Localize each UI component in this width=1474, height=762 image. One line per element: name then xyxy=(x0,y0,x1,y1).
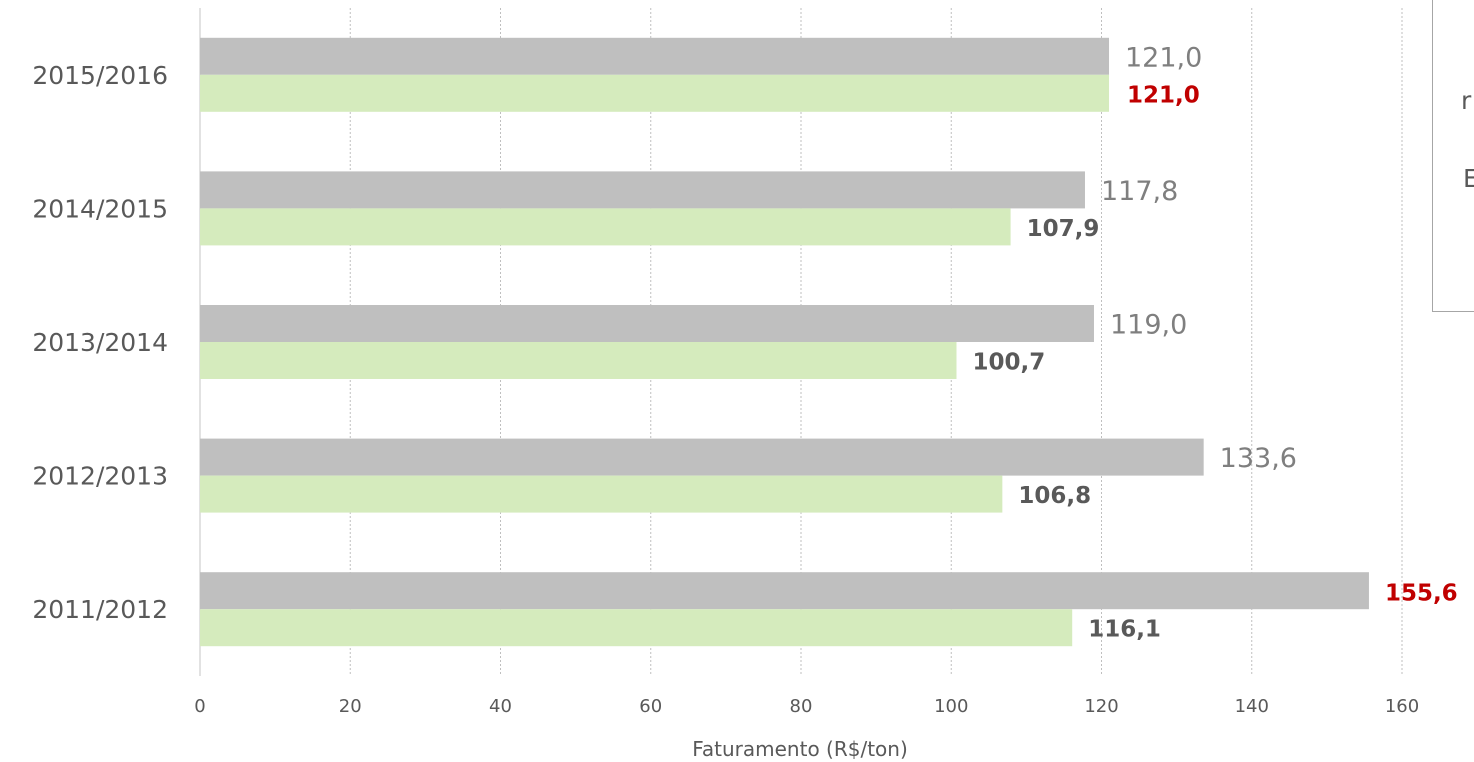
value-label-grey-2015/2016: 121,0 xyxy=(1125,42,1202,73)
legend-box xyxy=(1432,0,1474,312)
value-label-green-2014/2015: 107,9 xyxy=(1027,216,1100,242)
x-tick-label-60: 60 xyxy=(639,696,662,717)
category-label-2012/2013: 2012/2013 xyxy=(32,462,168,491)
category-label-2011/2012: 2011/2012 xyxy=(32,595,168,624)
value-label-grey-2012/2013: 133,6 xyxy=(1220,443,1297,474)
bars xyxy=(200,37,1369,647)
value-label-green-2011/2012: 116,1 xyxy=(1088,617,1161,643)
bar-grey-2011/2012 xyxy=(200,572,1369,610)
value-label-grey-2011/2012: 155,6 xyxy=(1385,581,1458,607)
value-label-grey-2014/2015: 117,8 xyxy=(1101,176,1178,207)
x-axis-title: Faturamento (R$/ton) xyxy=(692,737,908,761)
category-label-2013/2014: 2013/2014 xyxy=(32,328,168,357)
legend-fragment-2: E xyxy=(1463,164,1474,193)
x-tick-label-100: 100 xyxy=(934,696,968,717)
x-tick-label-0: 0 xyxy=(194,696,205,717)
category-label-2015/2016: 2015/2016 xyxy=(32,61,168,90)
value-label-grey-2013/2014: 119,0 xyxy=(1110,310,1187,341)
bar-grey-2015/2016 xyxy=(200,37,1110,75)
bar-green-2013/2014 xyxy=(200,342,957,379)
bar-green-2015/2016 xyxy=(200,74,1110,112)
x-tick-labels: 0 20 40 60 80 100 120 140 160 xyxy=(194,696,1419,717)
x-tick-label-120: 120 xyxy=(1084,696,1118,717)
legend-fragment-1: r xyxy=(1461,86,1472,115)
x-tick-label-40: 40 xyxy=(489,696,512,717)
x-tick-label-140: 140 xyxy=(1235,696,1269,717)
bar-green-2014/2015 xyxy=(200,208,1011,246)
value-label-green-2012/2013: 106,8 xyxy=(1018,483,1091,509)
bar-grey-2014/2015 xyxy=(200,171,1085,209)
x-tick-label-160: 160 xyxy=(1385,696,1419,717)
category-labels: 2015/2016 2014/2015 2013/2014 2012/2013 2011… xyxy=(32,61,168,624)
bar-grey-2012/2013 xyxy=(200,438,1204,476)
value-label-green-2015/2016: 121,0 xyxy=(1127,82,1200,108)
value-label-green-2013/2014: 100,7 xyxy=(973,350,1046,376)
bar-green-2011/2012 xyxy=(200,609,1073,647)
bar-green-2012/2013 xyxy=(200,475,1003,513)
x-tick-label-80: 80 xyxy=(790,696,813,717)
bar-grey-2013/2014 xyxy=(200,305,1094,342)
category-label-2014/2015: 2014/2015 xyxy=(32,194,168,223)
x-tick-label-20: 20 xyxy=(339,696,362,717)
